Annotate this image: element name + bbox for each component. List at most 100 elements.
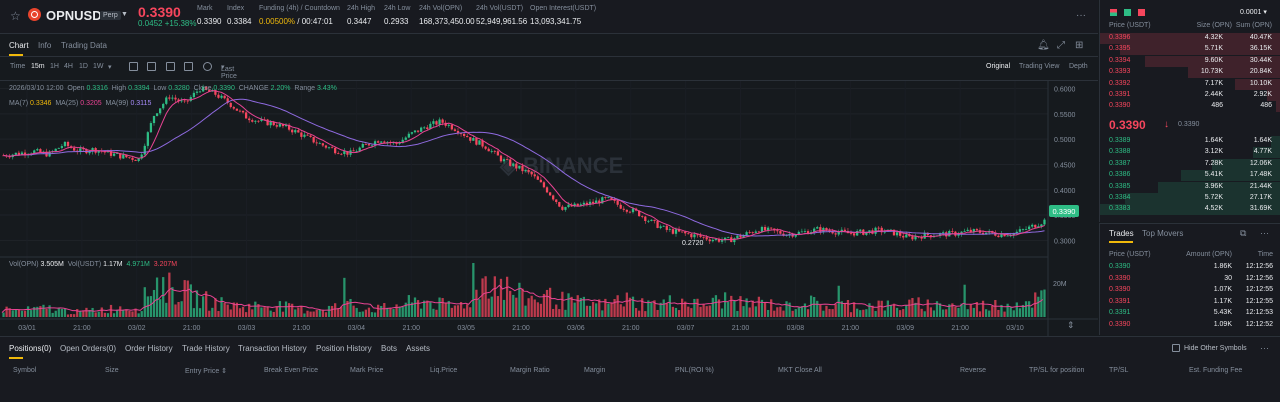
- view-original[interactable]: Original: [986, 63, 1011, 70]
- volume-bar: [1018, 308, 1022, 317]
- ask-row[interactable]: 0.3390 486 486: [1100, 101, 1280, 113]
- ask-row[interactable]: 0.3393 10.73K 20.84K: [1100, 67, 1280, 79]
- trade-time: 12:12:53: [1245, 309, 1273, 317]
- bid-row[interactable]: 0.3388 3.12K 4.77K: [1100, 147, 1280, 159]
- ask-row[interactable]: 0.3394 9.60K 30.44K: [1100, 55, 1280, 67]
- bid-row[interactable]: 0.3385 3.96K 21.44K: [1100, 181, 1280, 193]
- bid-row[interactable]: 0.3387 7.28K 12.06K: [1100, 158, 1280, 170]
- volume-bar: [653, 300, 656, 317]
- tab-info[interactable]: Info: [38, 41, 52, 50]
- ask-row[interactable]: 0.3391 2.44K 2.92K: [1100, 90, 1280, 101]
- axis-scale-icon[interactable]: ⇕: [1067, 320, 1075, 330]
- col-entry-price[interactable]: Entry Price ⇕: [185, 368, 228, 375]
- interval-1d[interactable]: 1D: [79, 63, 88, 70]
- fullscreen-icon[interactable]: ⤢: [1057, 40, 1065, 51]
- symbol-name[interactable]: OPNUSDT: [46, 8, 110, 23]
- bid-row[interactable]: 0.3386 5.41K 17.48K: [1100, 170, 1280, 182]
- chart-type-icon[interactable]: [147, 62, 156, 71]
- tick-size-select[interactable]: 0.0001 ▾: [1240, 9, 1267, 16]
- view-depth[interactable]: Depth: [1069, 63, 1088, 70]
- stat-label[interactable]: Open Interest(USDT): [530, 5, 597, 12]
- tab-assets[interactable]: Assets: [406, 344, 431, 353]
- tab-trading-data[interactable]: Trading Data: [61, 41, 107, 50]
- candle-body: [533, 174, 536, 177]
- volume-bar: [880, 300, 883, 317]
- tab-open-orders[interactable]: Open Orders(0): [60, 344, 117, 353]
- candlestick-chart-svg[interactable]: ◈ BINANCE 0.6000 0.5500 0.5000 0.4500 0.4000…: [0, 81, 1098, 336]
- tab-trades[interactable]: Trades: [1109, 229, 1134, 238]
- calendar-icon[interactable]: [129, 62, 138, 71]
- refresh-icon[interactable]: [203, 62, 212, 71]
- more-options-icon[interactable]: ···: [1260, 228, 1269, 238]
- interval-time[interactable]: Time: [10, 63, 26, 70]
- ask-row[interactable]: 0.3392 7.17K 10.10K: [1100, 78, 1280, 90]
- volume-bar: [576, 295, 579, 317]
- candle-body: [521, 165, 524, 172]
- interval-4h[interactable]: 4H: [64, 63, 73, 70]
- volume-bar: [189, 284, 192, 317]
- volume-bar: [152, 289, 156, 317]
- interval-dropdown-icon[interactable]: ▾: [108, 64, 112, 71]
- checkbox-icon[interactable]: [1172, 344, 1180, 352]
- tab-bots[interactable]: Bots: [381, 344, 398, 353]
- tab-chart[interactable]: Chart: [9, 41, 29, 50]
- col-reverse: Reverse: [960, 367, 987, 374]
- volume-bar: [401, 306, 404, 317]
- mkt-close-all-button[interactable]: MKT Close All: [778, 367, 822, 374]
- ask-row[interactable]: 0.3395 5.71K 36.15K: [1100, 44, 1280, 56]
- candle-body: [684, 231, 687, 234]
- bid-row[interactable]: 0.3389 1.64K 1.64K: [1100, 136, 1280, 147]
- tab-positions[interactable]: Positions(0): [9, 344, 52, 353]
- book-asks-icon[interactable]: [1138, 9, 1145, 16]
- tab-top-movers[interactable]: Top Movers: [1142, 229, 1184, 238]
- bid-row[interactable]: 0.3383 4.52K 31.69K: [1100, 204, 1280, 216]
- legend-volusdt-label: Vol(USDT): [67, 261, 102, 268]
- ask-row[interactable]: 0.3396 4.32K 40.47K: [1100, 33, 1280, 44]
- candle-body: [1024, 229, 1028, 230]
- price-change: 0.0452 +15.38%: [138, 19, 197, 28]
- stat-label[interactable]: Index: [227, 5, 245, 12]
- bid-row[interactable]: 0.3384 5.72K 27.17K: [1100, 193, 1280, 204]
- settings-icon[interactable]: [184, 62, 193, 71]
- candle-body: [705, 237, 708, 240]
- candle-body: [902, 235, 905, 238]
- tab-transaction-history[interactable]: Transaction History: [238, 344, 307, 353]
- hide-other-symbols-checkbox[interactable]: Hide Other Symbols: [1172, 344, 1247, 352]
- more-options-icon[interactable]: ···: [1076, 10, 1086, 21]
- indicators-icon[interactable]: [166, 62, 175, 71]
- book-both-icon[interactable]: [1110, 9, 1117, 16]
- volume-bar: [727, 301, 730, 317]
- price-type-select[interactable]: Last Price ▾: [221, 64, 237, 80]
- interval-1w[interactable]: 1W: [93, 63, 104, 70]
- candle-body: [757, 231, 761, 233]
- tab-order-history[interactable]: Order History: [125, 344, 173, 353]
- more-options-icon[interactable]: ···: [1260, 343, 1269, 353]
- volume-bar: [453, 305, 457, 317]
- chevron-down-icon[interactable]: ▼: [121, 11, 128, 18]
- ask-price: 0.3393: [1109, 68, 1131, 76]
- candle-body: [413, 130, 417, 133]
- volume-bar: [598, 299, 601, 317]
- candle-body: [266, 119, 269, 126]
- tab-trade-history[interactable]: Trade History: [182, 344, 230, 353]
- volume-bar: [819, 305, 822, 317]
- volume-bar: [708, 305, 711, 317]
- interval-1h[interactable]: 1H: [50, 63, 59, 70]
- stat-label: Mark: [197, 5, 213, 12]
- book-bids-icon[interactable]: [1124, 9, 1131, 16]
- layout-grid-icon[interactable]: ⊞: [1075, 40, 1084, 51]
- view-trading-view[interactable]: Trading View: [1019, 63, 1060, 70]
- bell-icon[interactable]: 🔔︎: [1037, 40, 1050, 51]
- volume-bar: [128, 310, 131, 317]
- interval-15m[interactable]: 15m: [31, 63, 45, 70]
- bid-price: 0.3389: [1109, 137, 1131, 144]
- candle-body: [358, 147, 361, 152]
- ask-size: 10.73K: [1200, 68, 1223, 76]
- tab-position-history[interactable]: Position History: [316, 344, 372, 353]
- price-chart[interactable]: ◈ BINANCE 0.6000 0.5500 0.5000 0.4500 0.4000…: [0, 80, 1098, 336]
- candle-body: [914, 236, 917, 240]
- candle-body: [865, 231, 868, 235]
- favorite-star-icon[interactable]: ☆: [10, 9, 21, 23]
- candle-body: [696, 234, 699, 236]
- popout-icon[interactable]: ⧉: [1240, 228, 1247, 238]
